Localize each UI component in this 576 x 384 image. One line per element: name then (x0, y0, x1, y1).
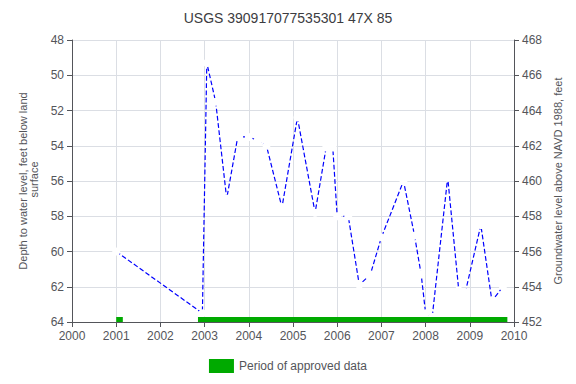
svg-text:2009: 2009 (456, 329, 483, 343)
svg-text:2005: 2005 (280, 329, 307, 343)
svg-text:60: 60 (51, 245, 65, 259)
svg-text:48: 48 (51, 33, 65, 47)
svg-text:2001: 2001 (103, 329, 130, 343)
svg-text:58: 58 (51, 209, 65, 223)
svg-text:458: 458 (522, 209, 542, 223)
svg-text:2004: 2004 (235, 329, 262, 343)
svg-text:56: 56 (51, 174, 65, 188)
svg-text:surface: surface (28, 161, 40, 200)
svg-text:64: 64 (51, 315, 65, 329)
svg-text:456: 456 (522, 245, 542, 259)
svg-text:2000: 2000 (59, 329, 86, 343)
svg-text:Depth to water level, feet bel: Depth to water level, feet below land (17, 92, 30, 270)
svg-text:452: 452 (522, 315, 542, 329)
svg-text:468: 468 (522, 33, 542, 47)
svg-text:Period of approved data: Period of approved data (239, 359, 367, 373)
svg-text:464: 464 (522, 104, 542, 118)
svg-text:466: 466 (522, 68, 542, 82)
svg-text:2008: 2008 (412, 329, 439, 343)
svg-text:2006: 2006 (324, 329, 351, 343)
svg-text:USGS 390917077535301 47X 85: USGS 390917077535301 47X 85 (184, 10, 393, 26)
svg-text:454: 454 (522, 280, 542, 294)
svg-text:2002: 2002 (147, 329, 174, 343)
svg-text:50: 50 (51, 68, 65, 82)
svg-text:2007: 2007 (368, 329, 395, 343)
svg-text:Groundwater level above NAVD 1: Groundwater level above NAVD 1988, feet (552, 77, 564, 284)
svg-text:2003: 2003 (191, 329, 218, 343)
svg-text:460: 460 (522, 174, 542, 188)
svg-text:62: 62 (51, 280, 65, 294)
svg-text:462: 462 (522, 139, 542, 153)
svg-text:2010: 2010 (501, 329, 528, 343)
svg-text:54: 54 (51, 139, 65, 153)
svg-text:52: 52 (51, 104, 65, 118)
